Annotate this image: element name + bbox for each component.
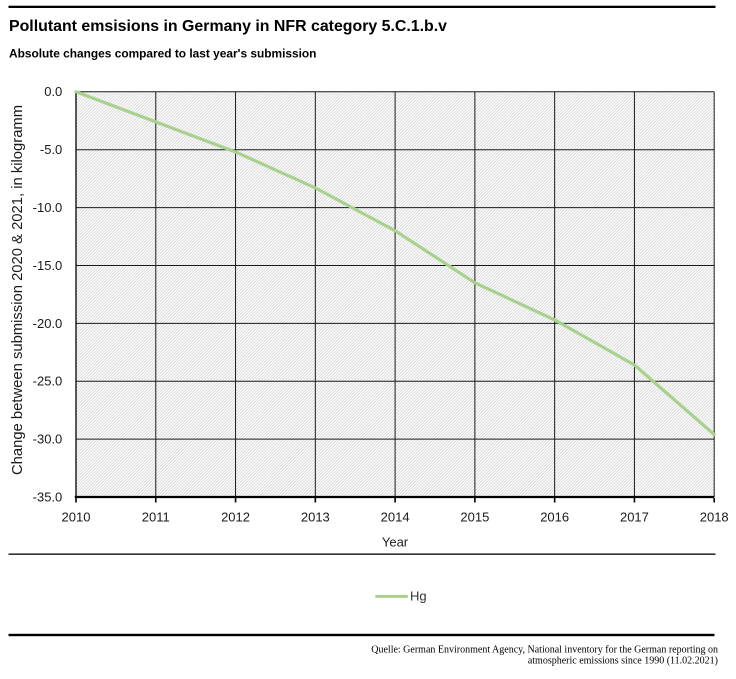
svg-text:Year: Year [382,534,409,549]
svg-text:2014: 2014 [381,510,410,525]
svg-text:-30.0: -30.0 [33,432,63,447]
svg-text:-15.0: -15.0 [33,258,63,273]
svg-text:0.0: 0.0 [44,84,62,99]
svg-text:-25.0: -25.0 [33,374,63,389]
svg-text:2012: 2012 [221,510,250,525]
svg-text:2017: 2017 [620,510,649,525]
svg-text:Quelle: German Environment Age: Quelle: German Environment Agency, Natio… [371,645,718,656]
svg-text:Change between submission 2020: Change between submission 2020 & 2021, i… [10,105,26,475]
svg-text:-20.0: -20.0 [33,316,63,331]
svg-text:2011: 2011 [142,510,170,525]
svg-text:-10.0: -10.0 [33,200,63,215]
svg-text:2016: 2016 [540,510,569,525]
svg-text:Hg: Hg [410,589,427,604]
svg-text:atmospheric emissions since 19: atmospheric emissions since 1990 (11.02.… [528,656,718,667]
svg-text:Absolute changes compared to l: Absolute changes compared to last year's… [9,47,316,61]
svg-text:-35.0: -35.0 [33,489,63,504]
svg-text:2015: 2015 [460,510,489,525]
svg-text:2013: 2013 [301,510,330,525]
svg-text:-5.0: -5.0 [40,142,62,157]
svg-text:Pollutant emsisions in Germany: Pollutant emsisions in Germany in NFR ca… [9,18,447,35]
svg-text:2010: 2010 [62,510,91,525]
svg-text:2018: 2018 [700,510,729,525]
